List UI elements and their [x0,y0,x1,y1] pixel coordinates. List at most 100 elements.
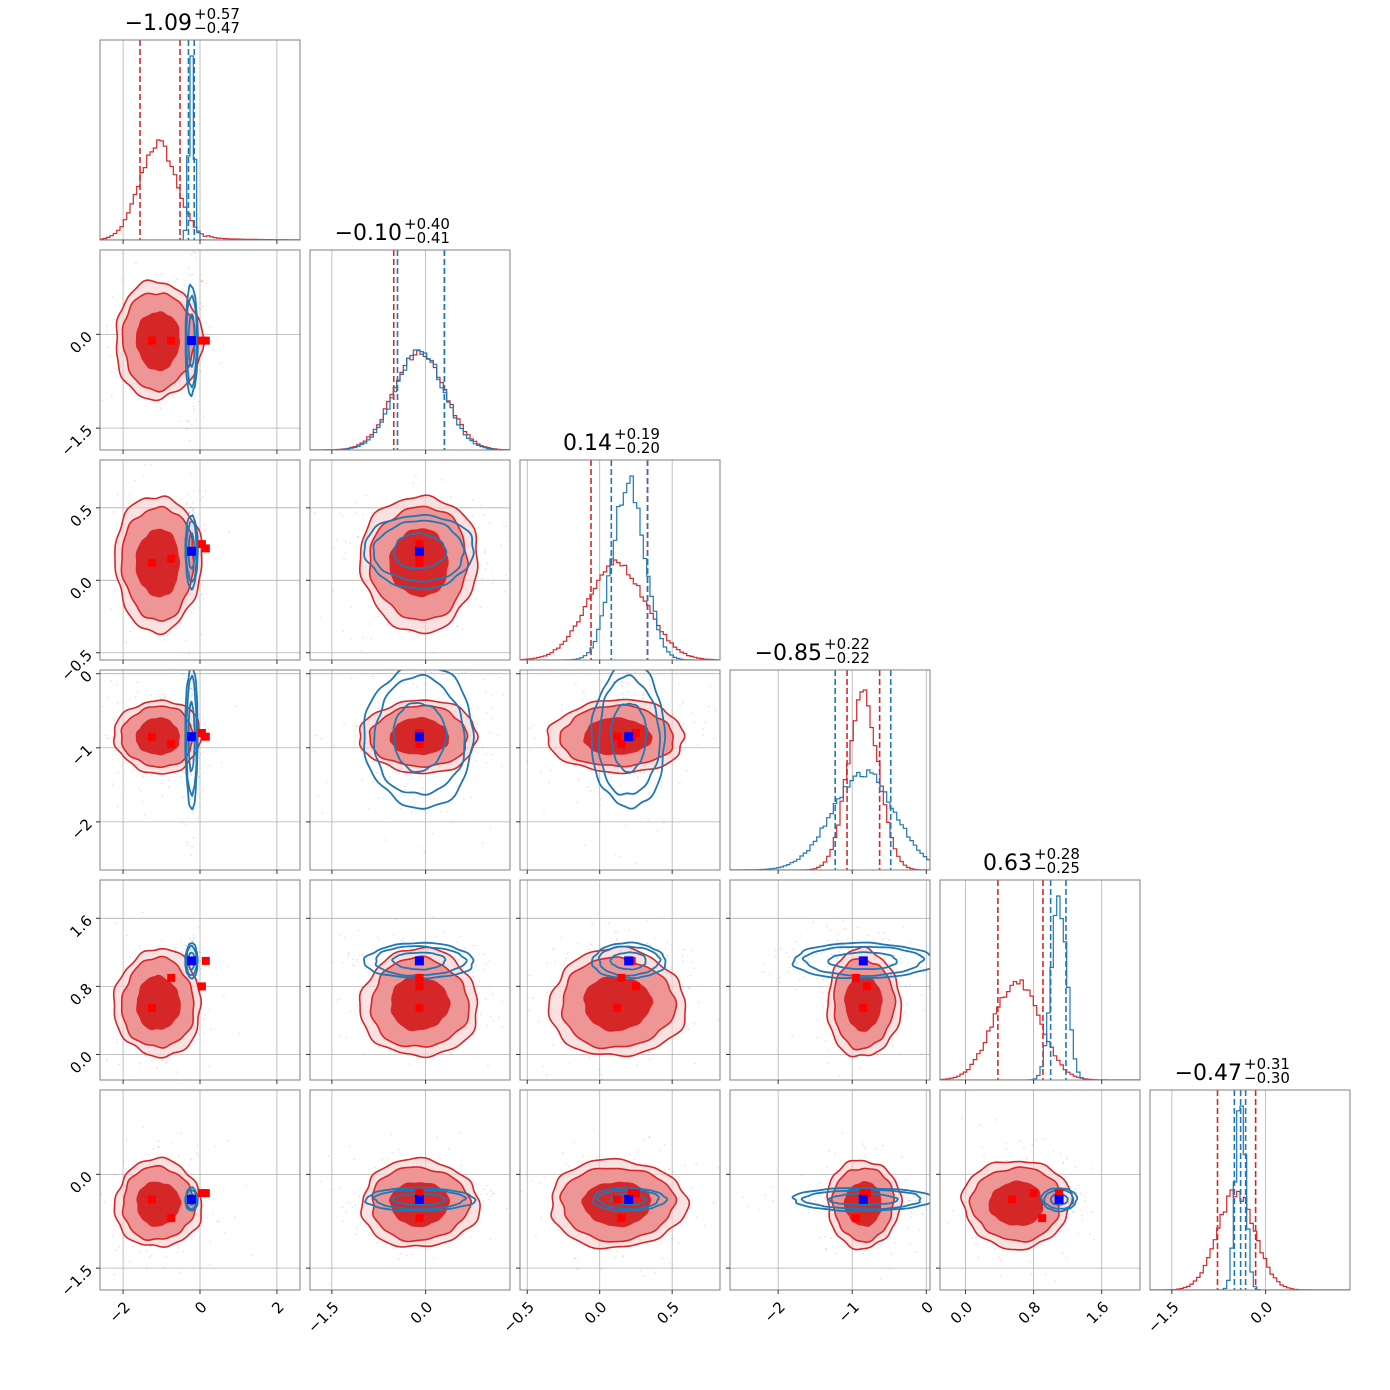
scatter-point [696,743,699,746]
marker-red [1055,1189,1064,1198]
scatter-point [433,668,435,670]
scatter-point [129,388,132,391]
scatter-point [665,954,668,956]
scatter-point [444,454,446,456]
scatter-point [83,1212,85,1214]
scatter-point [942,966,944,968]
scatter-point [979,1124,981,1126]
scatter-point [551,1039,553,1041]
scatter-point [827,987,830,990]
scatter-point [889,1268,891,1271]
scatter-point [110,680,112,682]
scatter-point [953,1198,955,1200]
scatter-point [627,691,629,693]
scatter-point [886,949,888,951]
panel-content [310,250,510,450]
scatter-point [437,697,440,699]
contour-blue-level-0 [364,1186,477,1212]
scatter-point [363,1053,365,1055]
scatter-point [188,1164,190,1167]
scatter-point [642,691,645,693]
scatter-point [478,980,481,982]
scatter-point [355,958,358,961]
scatter-point [648,684,651,687]
scatter-point [144,410,146,412]
panel-1-1 [309,249,511,454]
scatter-point [552,947,555,950]
scatter-point [197,301,200,303]
scatter-point [350,638,353,641]
scatter-point [618,855,621,858]
scatter-point [647,678,650,681]
scatter-point [190,1237,193,1240]
scatter-point [825,1248,827,1251]
scatter-point [208,1263,211,1266]
scatter-point [134,479,136,482]
scatter-point [189,844,192,847]
scatter-point [196,1152,198,1155]
scatter-point [981,1146,983,1148]
scatter-point [590,943,593,945]
scatter-point [421,847,424,849]
panel-frame [729,1089,931,1291]
scatter-point [196,658,198,660]
contour-blue-level-1 [185,674,198,798]
scatter-point [825,1000,828,1003]
scatter-point [191,251,194,253]
scatter-point [191,950,194,952]
scatter-point [110,608,113,610]
scatter-point [1005,1147,1008,1150]
scatter-point [426,812,428,814]
scatter-point [679,782,681,784]
scatter-point [661,781,663,783]
scatter-point [209,326,212,329]
scatter-point [142,1126,144,1129]
scatter-point [485,711,488,714]
scatter-point [902,1004,905,1007]
scatter-point [200,302,203,304]
scatter-point [904,985,907,987]
scatter-point [616,940,619,942]
scatter-point [344,552,347,554]
scatter-point [720,747,722,749]
scatter-point [629,773,631,775]
scatter-point [691,961,693,963]
scatter-point [908,1199,910,1202]
scatter-point [101,705,103,708]
histogram-series-0 [310,349,510,450]
scatter-point [653,642,655,644]
scatter-point [342,515,344,517]
y-tick-label: −2 [68,815,96,843]
scatter-point [492,1192,495,1195]
scatter-point [488,1199,490,1201]
scatter-point [376,707,379,710]
scatter-point [199,951,201,954]
scatter-point [628,929,630,931]
scatter-point [476,577,479,580]
scatter-point [400,792,402,794]
scatter-point [332,590,334,592]
panel-content [100,40,300,240]
scatter-point [485,1184,488,1187]
scatter-point [117,771,119,774]
scatter-point [197,926,200,929]
y-tick-label: 0.5 [66,501,96,531]
scatter-point [654,1272,656,1274]
scatter-point [656,957,659,959]
scatter-point [1044,1273,1047,1275]
scatter-point [187,493,189,495]
marker-red [851,1214,860,1223]
scatter-point [477,723,479,725]
scatter-point [167,778,170,781]
marker-red [147,336,156,345]
panel-frame [309,879,511,1081]
scatter-point [152,1147,155,1150]
scatter-point [186,469,188,471]
panel-4-0 [96,879,301,1084]
histogram-series-1 [730,769,930,870]
scatter-point [176,1071,178,1073]
contour-blue-level-2 [609,951,647,971]
scatter-point [356,1004,359,1007]
scatter-point [319,737,322,740]
scatter-point [160,697,163,700]
